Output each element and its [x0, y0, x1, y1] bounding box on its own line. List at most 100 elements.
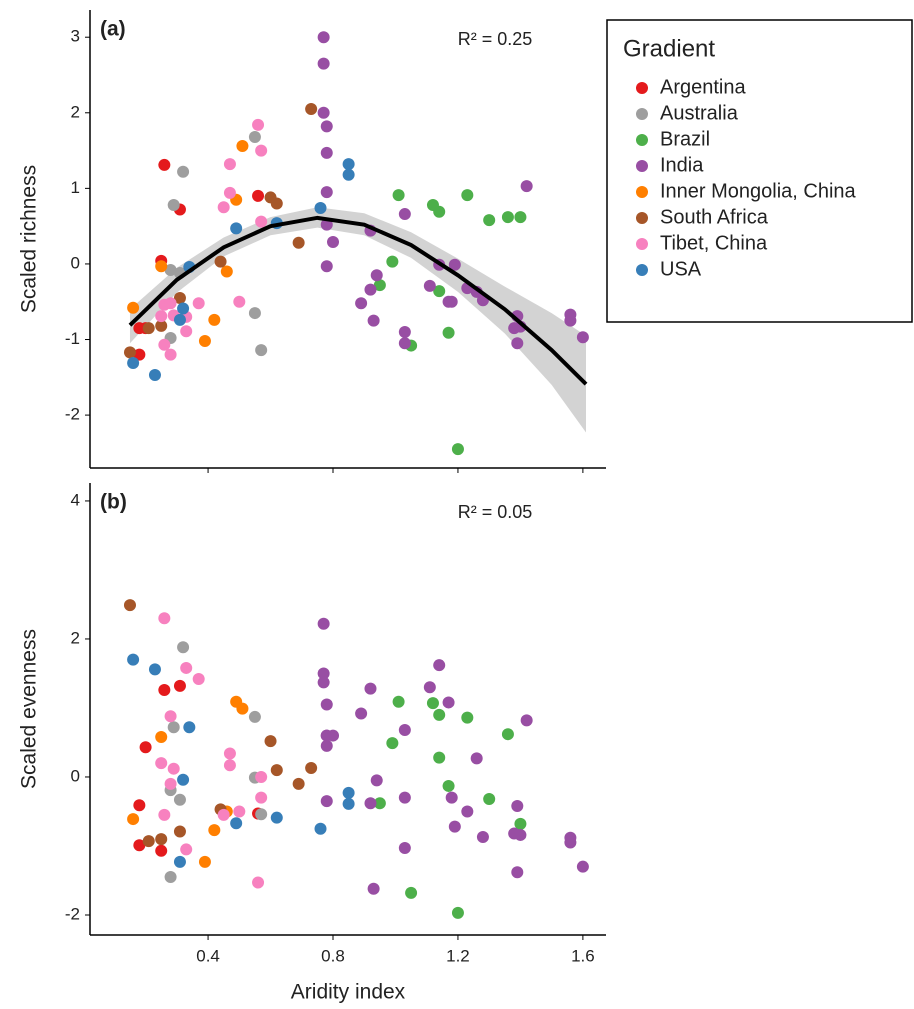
data-point — [433, 285, 446, 298]
data-point — [155, 757, 168, 770]
data-point — [364, 682, 377, 695]
y-tick-label: 2 — [71, 628, 80, 647]
data-point — [158, 684, 171, 697]
data-point — [177, 165, 190, 178]
legend-label: India — [660, 154, 704, 176]
data-point — [167, 198, 180, 211]
y-tick-label: 0 — [71, 253, 80, 272]
data-point — [423, 681, 436, 694]
data-point — [317, 106, 330, 119]
legend-label: Tibet, China — [660, 232, 768, 254]
data-point — [127, 813, 140, 826]
data-point — [405, 886, 418, 899]
y-axis-title: Scaled richness — [18, 165, 41, 313]
data-point — [373, 797, 386, 810]
data-point — [173, 679, 186, 692]
data-point — [198, 335, 211, 348]
data-point — [208, 824, 221, 837]
legend-swatch — [636, 186, 648, 198]
data-point — [155, 833, 168, 846]
data-point — [320, 739, 333, 752]
data-point — [461, 711, 474, 724]
data-point — [255, 791, 268, 804]
data-point — [270, 811, 283, 824]
data-point — [520, 180, 533, 193]
legend-swatch — [636, 212, 648, 224]
data-point — [164, 297, 177, 310]
data-point — [398, 208, 411, 221]
legend-swatch — [636, 82, 648, 94]
data-point — [398, 337, 411, 350]
data-point — [564, 314, 577, 327]
annotation: R² = 0.25 — [458, 29, 533, 49]
data-point — [511, 866, 524, 879]
x-tick-label: 1.6 — [571, 946, 595, 965]
data-point — [255, 215, 268, 228]
data-point — [370, 774, 383, 787]
panel-label: (b) — [100, 491, 127, 514]
panel-label: (a) — [100, 18, 126, 41]
data-point — [123, 599, 136, 612]
data-point — [292, 777, 305, 790]
data-point — [448, 258, 461, 271]
data-point — [127, 301, 140, 314]
y-tick-label: 1 — [71, 178, 80, 197]
data-point — [248, 710, 261, 723]
data-point — [155, 260, 168, 273]
data-point — [448, 820, 461, 833]
data-point — [236, 140, 249, 153]
data-point — [373, 279, 386, 292]
data-point — [386, 255, 399, 268]
data-point — [167, 762, 180, 775]
data-point — [445, 295, 458, 308]
data-point — [173, 855, 186, 868]
data-point — [576, 860, 589, 873]
data-point — [133, 348, 146, 361]
data-point — [252, 876, 265, 889]
data-point — [392, 695, 405, 708]
data-point — [180, 843, 193, 856]
data-point — [576, 331, 589, 344]
data-point — [511, 337, 524, 350]
data-point — [223, 747, 236, 760]
data-point — [127, 356, 140, 369]
data-point — [564, 836, 577, 849]
data-point — [158, 158, 171, 171]
data-point — [177, 773, 190, 786]
data-point — [255, 770, 268, 783]
data-point — [255, 808, 268, 821]
y-tick-label: -1 — [65, 329, 80, 348]
legend-label: USA — [660, 258, 702, 280]
data-point — [476, 831, 489, 844]
data-point — [398, 791, 411, 804]
data-point — [155, 310, 168, 323]
data-point — [451, 443, 464, 456]
data-point — [501, 211, 514, 224]
data-point — [320, 186, 333, 199]
data-point — [255, 344, 268, 357]
data-point — [442, 326, 455, 339]
y-tick-label: -2 — [65, 904, 80, 923]
data-point — [342, 158, 355, 171]
data-point — [320, 795, 333, 808]
data-point — [433, 708, 446, 721]
data-point — [173, 793, 186, 806]
data-point — [305, 103, 318, 116]
y-tick-label: 3 — [71, 27, 80, 46]
data-point — [217, 201, 230, 214]
data-point — [483, 793, 496, 806]
data-point — [127, 653, 140, 666]
data-point — [133, 799, 146, 812]
data-point — [158, 338, 171, 351]
data-point — [398, 842, 411, 855]
data-point — [367, 314, 380, 327]
data-point — [320, 146, 333, 159]
x-tick-label: 1.2 — [446, 946, 470, 965]
y-tick-label: 2 — [71, 102, 80, 121]
data-point — [177, 302, 190, 315]
data-point — [423, 279, 436, 292]
data-point — [386, 737, 399, 750]
data-point — [305, 762, 318, 775]
data-point — [398, 724, 411, 737]
data-point — [270, 197, 283, 210]
